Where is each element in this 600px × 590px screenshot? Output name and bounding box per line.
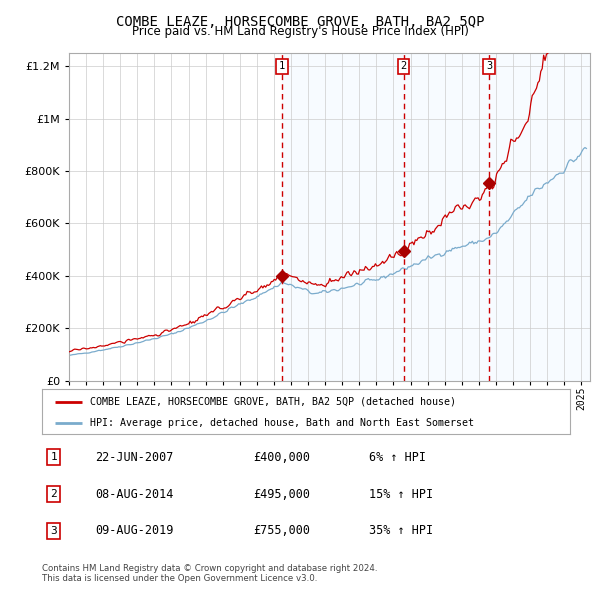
Text: £755,000: £755,000 xyxy=(253,525,310,537)
Text: 35% ↑ HPI: 35% ↑ HPI xyxy=(370,525,433,537)
Text: 15% ↑ HPI: 15% ↑ HPI xyxy=(370,487,433,501)
Text: COMBE LEAZE, HORSECOMBE GROVE, BATH, BA2 5QP: COMBE LEAZE, HORSECOMBE GROVE, BATH, BA2… xyxy=(116,15,484,29)
Text: Price paid vs. HM Land Registry's House Price Index (HPI): Price paid vs. HM Land Registry's House … xyxy=(131,25,469,38)
Text: 1: 1 xyxy=(279,61,285,71)
Text: 3: 3 xyxy=(50,526,57,536)
Text: 2: 2 xyxy=(50,489,57,499)
Text: 1: 1 xyxy=(50,453,57,463)
Text: COMBE LEAZE, HORSECOMBE GROVE, BATH, BA2 5QP (detached house): COMBE LEAZE, HORSECOMBE GROVE, BATH, BA2… xyxy=(89,397,455,407)
Text: 2: 2 xyxy=(401,61,407,71)
Text: 08-AUG-2014: 08-AUG-2014 xyxy=(95,487,173,501)
Text: 22-JUN-2007: 22-JUN-2007 xyxy=(95,451,173,464)
Text: 09-AUG-2019: 09-AUG-2019 xyxy=(95,525,173,537)
Text: 3: 3 xyxy=(486,61,492,71)
Bar xyxy=(282,53,590,381)
Text: £495,000: £495,000 xyxy=(253,487,310,501)
Text: Contains HM Land Registry data © Crown copyright and database right 2024.
This d: Contains HM Land Registry data © Crown c… xyxy=(42,563,377,583)
Text: £400,000: £400,000 xyxy=(253,451,310,464)
Text: 6% ↑ HPI: 6% ↑ HPI xyxy=(370,451,427,464)
Text: HPI: Average price, detached house, Bath and North East Somerset: HPI: Average price, detached house, Bath… xyxy=(89,418,473,428)
